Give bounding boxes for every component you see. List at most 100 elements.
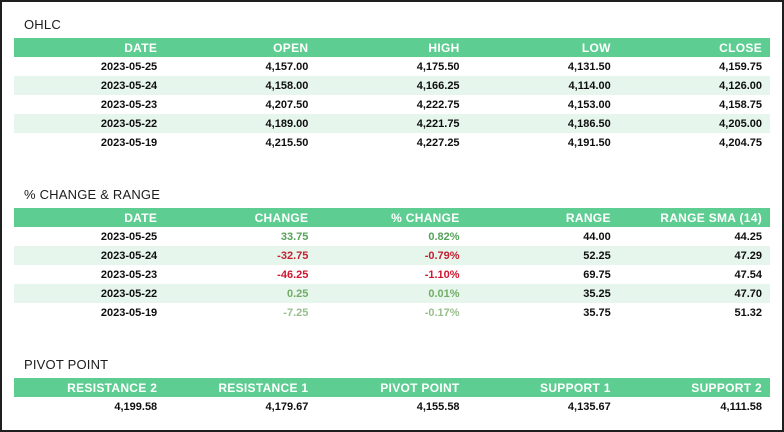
change-range-table: DATE CHANGE% CHANGE RANGE RANGE SMA (14) 20… — [14, 208, 770, 322]
table-cell: 35.25 — [583, 287, 611, 300]
table-cell: 44.00 — [583, 230, 611, 243]
table-cell: 4,221.75 — [416, 117, 460, 130]
column-header: % CHANGE — [316, 208, 468, 227]
table-cell: 0.01% — [428, 287, 460, 300]
table-cell: 4,157.00 — [265, 60, 309, 73]
table-cell: 4,166.25 — [416, 79, 460, 92]
table-cell: 4,215.50 — [265, 136, 309, 149]
column-header: SUPPORT 2 — [618, 378, 770, 397]
table-cell: 4,126.00 — [719, 79, 762, 92]
column-header: DATE — [14, 208, 166, 227]
column-header: DATE — [14, 38, 166, 57]
change-range-table-header: DATE CHANGE% CHANGE RANGE RANGE SMA (14) — [14, 208, 770, 227]
table-cell: 2023-05-25 — [100, 230, 158, 243]
table-row: 4,199.58 4,179.67 4,155.58 4,135.67 4,111.58 — [14, 397, 770, 416]
table-cell: 4,158.75 — [719, 98, 762, 111]
table-cell: 4,175.50 — [416, 60, 460, 73]
table-cell: 4,135.67 — [567, 400, 611, 413]
table-cell: 4,111.58 — [720, 400, 762, 413]
column-header: CHANGE — [165, 208, 317, 227]
column-header: OPEN — [165, 38, 317, 57]
section-title-pivot-point: PIVOT POINT — [24, 357, 109, 372]
table-cell: 33.75 — [280, 230, 309, 243]
ohlc-table: DATE OPEN HIGH LOW CLOSE 2023-05-25 4,157.00 4… — [14, 38, 770, 152]
section-ohlc: OHLC DATE OPEN HIGH LOW CLOSE 2023-05-25 4,15… — [14, 17, 770, 152]
column-header: LOW — [467, 38, 619, 57]
table-cell: 51.32 — [734, 306, 762, 319]
table-cell: 4,205.00 — [719, 117, 762, 130]
table-cell: -7.25 — [283, 306, 309, 319]
table-cell: -0.17% — [424, 306, 460, 319]
table-row: 2023-05-24 4,158.00 4,166.25 4,114.00 4,126.… — [14, 76, 770, 95]
table-cell: 4,207.50 — [265, 98, 309, 111]
table-row: 2023-05-25 33.75 0.82% 44.00 44.25 — [14, 227, 770, 246]
pivot-point-table: RESISTANCE 2 RESISTANCE 1 PIVOT POINT SUPPO… — [14, 378, 770, 416]
section-title-change-range: % CHANGE & RANGE — [24, 187, 161, 202]
table-cell: -46.25 — [277, 268, 309, 281]
table-cell: 4,159.75 — [719, 60, 762, 73]
column-header: PIVOT POINT — [316, 378, 468, 397]
table-cell: 4,179.67 — [265, 400, 309, 413]
table-cell: 52.25 — [583, 249, 611, 262]
section-change-range: % CHANGE & RANGE DATE CHANGE% CHANGE RANGE… — [14, 187, 770, 322]
section-pivot-point: PIVOT POINT RESISTANCE 2 RESISTANCE 1 PIVO… — [14, 357, 770, 416]
column-header: HIGH — [316, 38, 468, 57]
table-cell: 2023-05-22 — [100, 117, 158, 130]
table-cell: -32.75 — [277, 249, 309, 262]
table-cell: 4,189.00 — [265, 117, 309, 130]
column-header: RESISTANCE 1 — [165, 378, 317, 397]
column-header: RANGE — [467, 208, 619, 227]
table-row: 2023-05-25 4,157.00 4,175.50 4,131.50 4,159.… — [14, 57, 770, 76]
column-header: CLOSE — [618, 38, 770, 57]
column-header: RESISTANCE 2 — [14, 378, 166, 397]
pivot-point-table-body: 4,199.58 4,179.67 4,155.58 4,135.67 4,111.58 — [14, 397, 770, 416]
table-cell: 2023-05-19 — [100, 306, 158, 319]
table-cell: 4,158.00 — [265, 79, 309, 92]
change-range-table-body: 2023-05-25 33.75 0.82% 44.00 44.25 2023-05-24… — [14, 227, 770, 322]
table-cell: 0.82% — [428, 230, 460, 243]
table-cell: -0.79% — [424, 249, 460, 262]
table-cell: -1.10% — [424, 268, 460, 281]
dashboard: OHLC DATE OPEN HIGH LOW CLOSE 2023-05-25 4,15… — [2, 2, 782, 416]
section-title-ohlc: OHLC — [24, 17, 61, 32]
table-cell: 4,222.75 — [416, 98, 460, 111]
table-cell: 2023-05-24 — [100, 79, 158, 92]
table-cell: 4,199.58 — [114, 400, 158, 413]
table-row: 2023-05-19 4,215.50 4,227.25 4,191.50 4,204.… — [14, 133, 770, 152]
table-cell: 4,155.58 — [416, 400, 460, 413]
column-header: RANGE SMA (14) — [618, 208, 770, 227]
table-cell: 47.54 — [734, 268, 762, 281]
table-row: 2023-05-24 -32.75 -0.79% 52.25 47.29 — [14, 246, 770, 265]
table-cell: 4,186.50 — [567, 117, 611, 130]
table-cell: 4,153.00 — [567, 98, 611, 111]
table-cell: 47.29 — [734, 249, 762, 262]
table-cell: 0.25 — [286, 287, 309, 300]
ohlc-table-body: 2023-05-25 4,157.00 4,175.50 4,131.50 4,159.… — [14, 57, 770, 152]
ohlc-table-header: DATE OPEN HIGH LOW CLOSE — [14, 38, 770, 57]
table-cell: 4,191.50 — [567, 136, 611, 149]
table-cell: 47.70 — [734, 287, 762, 300]
table-cell: 4,131.50 — [567, 60, 611, 73]
header-row: DATE CHANGE% CHANGE RANGE RANGE SMA (14) — [14, 208, 770, 227]
table-cell: 69.75 — [583, 268, 611, 281]
table-row: 2023-05-23 4,207.50 4,222.75 4,153.00 4,158.… — [14, 95, 770, 114]
table-cell: 2023-05-25 — [100, 60, 158, 73]
table-cell: 44.25 — [734, 230, 762, 243]
table-cell: 2023-05-19 — [100, 136, 158, 149]
table-cell: 4,114.00 — [568, 79, 611, 92]
table-cell: 4,204.75 — [719, 136, 762, 149]
header-row: DATE OPEN HIGH LOW CLOSE — [14, 38, 770, 57]
table-row: 2023-05-23 -46.25 -1.10% 69.75 47.54 — [14, 265, 770, 284]
table-cell: 2023-05-24 — [100, 249, 158, 262]
table-cell: 2023-05-22 — [100, 287, 158, 300]
table-cell: 2023-05-23 — [100, 268, 158, 281]
table-cell: 35.75 — [583, 306, 611, 319]
table-row: 2023-05-19 -7.25 -0.17% 35.75 51.32 — [14, 303, 770, 322]
table-row: 2023-05-22 0.25 0.01% 35.25 47.70 — [14, 284, 770, 303]
table-row: 2023-05-22 4,189.00 4,221.75 4,186.50 4,205.… — [14, 114, 770, 133]
table-cell: 4,227.25 — [416, 136, 460, 149]
table-cell: 2023-05-23 — [100, 98, 158, 111]
column-header: SUPPORT 1 — [467, 378, 619, 397]
header-row: RESISTANCE 2 RESISTANCE 1 PIVOT POINT SUPPO… — [14, 378, 770, 397]
pivot-point-table-header: RESISTANCE 2 RESISTANCE 1 PIVOT POINT SUPPO… — [14, 378, 770, 397]
